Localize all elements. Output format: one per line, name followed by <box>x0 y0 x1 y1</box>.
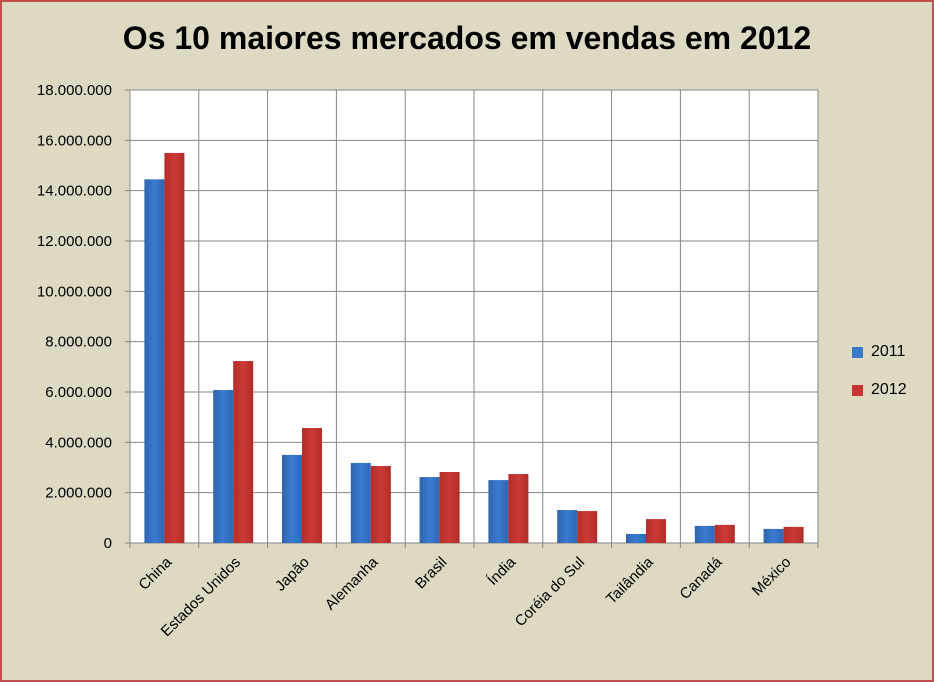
x-tick-label: Índia <box>484 553 519 588</box>
y-tick-label: 6.000.000 <box>45 384 112 401</box>
x-tick-label: Coréia do Sul <box>512 554 588 630</box>
chart-title: Os 10 maiores mercados em vendas em 2012 <box>122 20 812 56</box>
bar-2012-china <box>164 152 185 543</box>
y-tick-label: 4.000.000 <box>45 434 112 451</box>
bar-2011-china <box>144 179 165 543</box>
legend-item-2011: 2011 <box>852 343 905 361</box>
legend-item-2012: 2012 <box>852 381 907 399</box>
y-tick-label: 12.000.000 <box>37 233 112 250</box>
legend-label: 2011 <box>871 343 906 360</box>
bar-2012-méxico <box>783 526 804 543</box>
y-tick-label: 8.000.000 <box>45 334 112 351</box>
x-tick-label: Tailândia <box>603 553 657 607</box>
x-tick-label: México <box>749 554 795 600</box>
y-tick-label: 2.000.000 <box>45 485 112 502</box>
bar-2011-estados-unidos <box>213 389 234 543</box>
x-tick-label: Brasil <box>412 554 451 593</box>
bar-2012-brasil <box>439 472 460 543</box>
bar-2012-índia <box>508 474 529 543</box>
bar-2012-alemanha <box>370 465 391 543</box>
bar-2011-alemanha <box>350 462 371 543</box>
bar-2012-tailândia <box>646 519 666 543</box>
y-tick-label: 14.000.000 <box>37 183 112 200</box>
bar-2011-índia <box>488 480 509 543</box>
x-tick-label: Alemanha <box>322 553 382 613</box>
x-tick-label: China <box>135 553 175 593</box>
bar-2011-canadá <box>694 525 715 543</box>
bar-2012-canadá <box>714 524 735 543</box>
y-tick-label: 0 <box>104 535 112 552</box>
bar-2011-brasil <box>419 477 440 543</box>
legend-swatch <box>852 346 863 358</box>
bar-2011-tailândia <box>626 533 646 543</box>
y-tick-label: 16.000.000 <box>37 132 112 149</box>
bar-2012-estados-unidos <box>233 361 254 543</box>
x-tick-label: Canadá <box>676 553 726 603</box>
y-tick-label: 18.000.000 <box>37 82 112 99</box>
bar-2011-méxico <box>763 528 784 543</box>
bar-2011-japão <box>282 454 302 543</box>
bar-2012-japão <box>302 427 322 543</box>
bar-2011-coréia-do-sul <box>557 510 578 543</box>
legend-swatch <box>852 384 863 396</box>
bar-2012-coréia-do-sul <box>577 511 598 543</box>
legend-label: 2012 <box>871 381 907 398</box>
y-tick-label: 10.000.000 <box>37 283 112 300</box>
x-tick-label: Japão <box>272 554 313 595</box>
